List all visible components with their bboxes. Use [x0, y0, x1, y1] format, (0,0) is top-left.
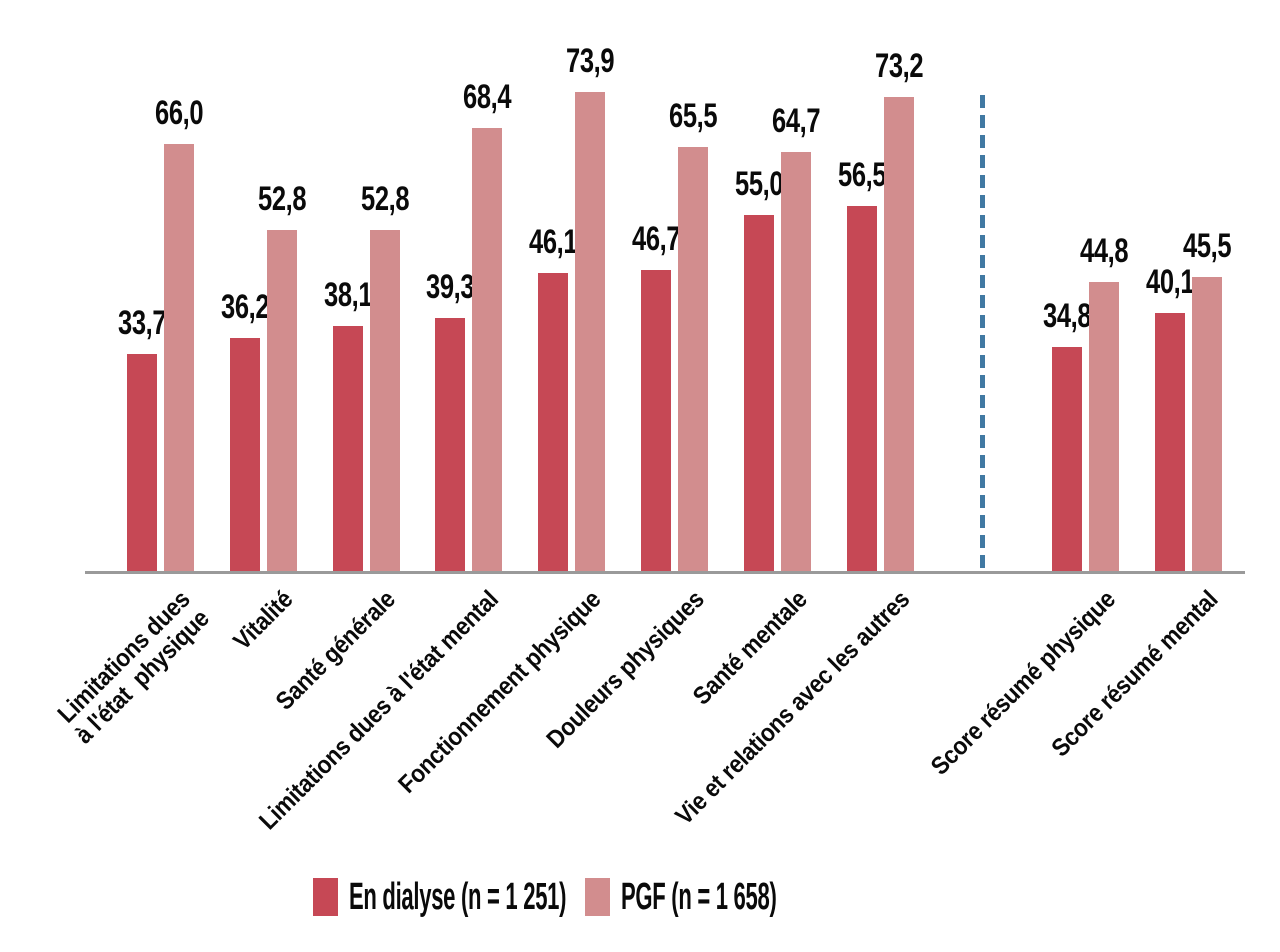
value-label: 73,9: [566, 42, 615, 81]
value-label: 46,1: [529, 223, 578, 262]
bar-pgf: [575, 92, 606, 574]
bar-en-dialyse: [538, 273, 569, 574]
value-label: 45,5: [1183, 227, 1232, 266]
value-label: 68,4: [463, 78, 512, 117]
legend-label-pgf: PGF (n = 1 658): [621, 876, 777, 918]
legend: En dialyse (n = 1 251) PGF (n = 1 658): [313, 876, 793, 922]
bar-en-dialyse: [435, 317, 466, 574]
x-axis-category-label: Score résumé physique: [925, 585, 1121, 781]
bar-pgf: [780, 152, 811, 574]
value-label: 65,5: [669, 96, 718, 135]
value-label: 38,1: [323, 275, 373, 314]
legend-swatch-en-dialyse: [313, 878, 338, 916]
bar-en-dialyse: [332, 325, 363, 574]
value-label: 55,0: [734, 165, 784, 204]
value-label: 52,8: [257, 179, 307, 218]
x-axis-line: [85, 571, 1245, 574]
value-label: 64,7: [771, 102, 821, 141]
value-label: 46,7: [632, 219, 681, 258]
bar-pgf: [1192, 277, 1222, 574]
bar-pgf: [164, 143, 194, 574]
bar-pgf: [266, 229, 297, 574]
bar-pgf: [678, 146, 708, 574]
value-label: 34,8: [1043, 297, 1092, 336]
bar-en-dialyse: [743, 215, 774, 574]
bar-en-dialyse: [1155, 312, 1185, 574]
legend-swatch-pgf: [585, 878, 610, 916]
bar-pgf: [369, 229, 400, 574]
value-label: 36,2: [220, 287, 270, 326]
value-label: 52,8: [360, 179, 410, 218]
x-axis-category-label: Limitations dues à l'état physique: [52, 585, 215, 750]
bar-en-dialyse: [229, 337, 260, 574]
value-label: 44,8: [1080, 231, 1129, 270]
section-divider-dashed-line: [980, 95, 986, 574]
value-label: 73,2: [874, 46, 924, 85]
value-label: 39,3: [426, 267, 475, 306]
bar-en-dialyse: [1052, 347, 1083, 574]
legend-label-en-dialyse: En dialyse (n = 1 251): [349, 876, 567, 918]
bar-en-dialyse: [846, 205, 877, 574]
bar-pgf: [1089, 281, 1120, 574]
value-label: 40,1: [1146, 262, 1195, 301]
value-label: 66,0: [155, 93, 204, 132]
bar-en-dialyse: [127, 354, 157, 574]
bar-pgf: [883, 96, 914, 574]
value-label: 33,7: [118, 304, 167, 343]
x-axis-category-label: Vitalité: [228, 585, 299, 656]
x-axis-category-label: Fonctionnement physique: [393, 585, 607, 799]
bar-en-dialyse: [641, 269, 671, 574]
bar-pgf: [472, 128, 503, 574]
value-label: 56,5: [837, 155, 887, 194]
